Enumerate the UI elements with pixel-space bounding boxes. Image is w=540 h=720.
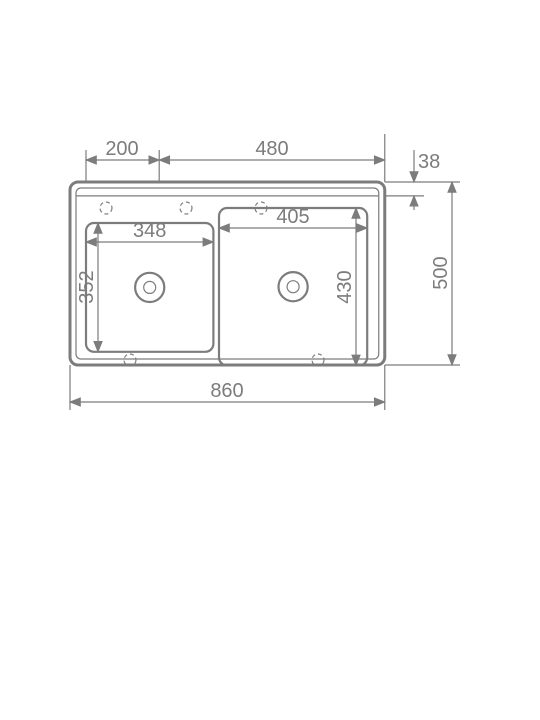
label-top-480: 480 [255, 138, 288, 160]
label-bowlR-h: 430 [334, 270, 356, 303]
label-bowlR-w: 405 [276, 206, 309, 228]
label-top-200: 200 [105, 138, 138, 160]
drain-right [279, 272, 308, 301]
drain-left [135, 273, 164, 302]
label-bowlL-h: 352 [76, 270, 98, 303]
label-right-38: 38 [418, 151, 440, 173]
tap-hole-knockout [100, 202, 112, 214]
label-right-500: 500 [430, 256, 452, 289]
drain-right-inner [287, 281, 299, 293]
drain-left-inner [144, 281, 156, 293]
tap-hole-knockout [180, 202, 192, 214]
label-bowlL-w: 348 [133, 220, 166, 242]
diagram-stage: { "diagram": { "type": "technical-drawin… [0, 0, 540, 720]
label-bottom-860: 860 [210, 380, 243, 402]
sink-dimensional-drawing: 200 480 38 500 860 348 352 405 430 [0, 0, 540, 720]
